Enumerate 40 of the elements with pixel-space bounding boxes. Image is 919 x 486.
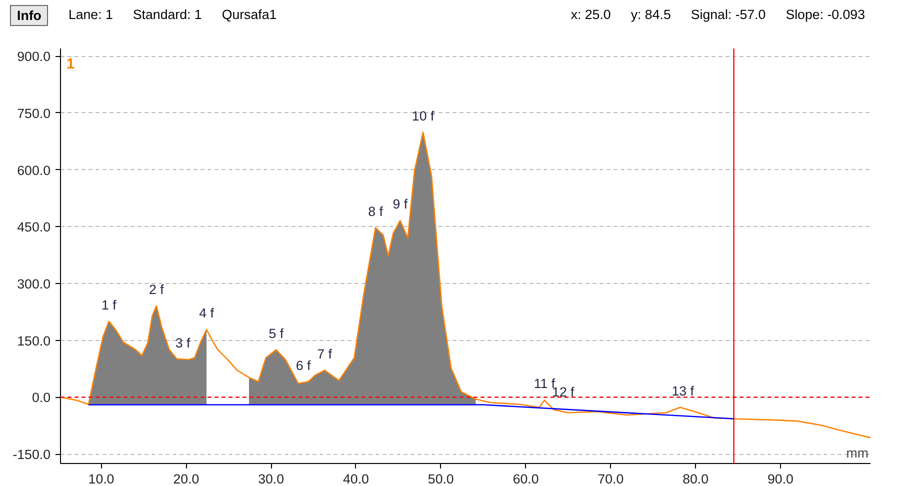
x-tick-label: 90.0 bbox=[768, 472, 794, 486]
y-tick-label: 0.0 bbox=[32, 390, 51, 406]
x-tick-label: 80.0 bbox=[682, 472, 709, 486]
text: y: 84.5 bbox=[630, 6, 671, 24]
annotation: 5 f bbox=[268, 326, 284, 341]
x-tick-label: 40.0 bbox=[343, 472, 369, 486]
x-tick-label: 60.0 bbox=[512, 472, 539, 486]
y-tick-label: 150.0 bbox=[17, 333, 51, 348]
annotation: 1 f bbox=[101, 297, 117, 312]
annotation: 6 f bbox=[296, 358, 312, 374]
text: Standard: 1 bbox=[132, 6, 202, 24]
y-tick-label: 300.0 bbox=[17, 276, 51, 292]
annotation: 13 f bbox=[672, 383, 694, 398]
annotation: 2 f bbox=[149, 282, 164, 297]
text: Signal: -57.0 bbox=[690, 6, 766, 24]
x-tick-label: 10.0 bbox=[88, 472, 114, 486]
annotation: 3 f bbox=[175, 336, 190, 351]
annotation: 7 f bbox=[317, 346, 332, 362]
text: Info bbox=[10, 5, 48, 26]
x-tick-label: 50.0 bbox=[428, 472, 454, 486]
text: x: 25.0 bbox=[570, 6, 611, 24]
text: Qursafa1 bbox=[222, 6, 277, 24]
annotation: 4 f bbox=[199, 306, 214, 321]
text: Slope: -0.093 bbox=[786, 6, 865, 24]
y-tick-label: 750.0 bbox=[17, 106, 51, 121]
y-tick-label: 600.0 bbox=[17, 162, 51, 178]
annotation: 12 f bbox=[552, 384, 575, 400]
x-tick-label: 20.0 bbox=[173, 472, 200, 486]
text: Lane: 1 bbox=[68, 6, 113, 24]
x-tick-label: 70.0 bbox=[598, 472, 624, 486]
line-series bbox=[60, 132, 870, 438]
y-tick-label: -150.0 bbox=[12, 447, 51, 462]
annotation: 10 f bbox=[412, 108, 434, 124]
x-axis-title: mm bbox=[846, 446, 869, 460]
y-tick-label: 900.0 bbox=[17, 49, 51, 64]
annotation: 9 f bbox=[392, 196, 408, 212]
annotation: 8 f bbox=[368, 204, 384, 219]
text: 1 bbox=[66, 56, 75, 72]
x-tick-label: 30.0 bbox=[258, 472, 284, 486]
y-tick-label: 450.0 bbox=[17, 220, 51, 235]
